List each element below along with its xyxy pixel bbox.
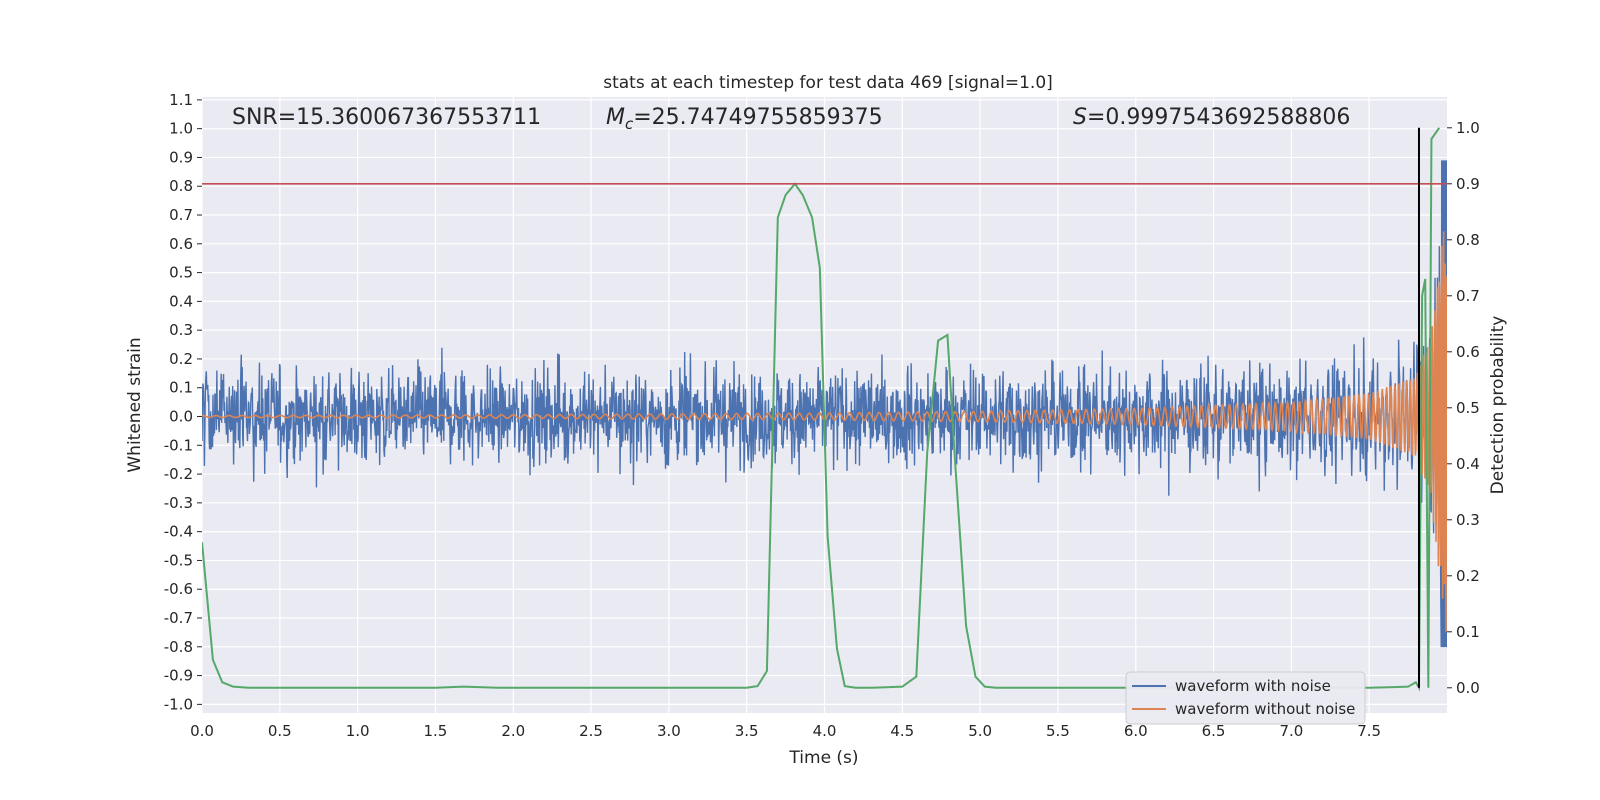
chart-title: stats at each timestep for test data 469… bbox=[603, 73, 1053, 93]
y2-tick-label: 0.4 bbox=[1456, 455, 1480, 473]
y2-tick-label: 0.9 bbox=[1456, 175, 1480, 193]
x-tick-label: 3.5 bbox=[735, 722, 759, 740]
legend-label-clean: waveform without noise bbox=[1175, 700, 1355, 718]
x-tick-label: 5.5 bbox=[1046, 722, 1070, 740]
y-tick-label: 0.5 bbox=[169, 264, 193, 282]
y-tick-label: 0.2 bbox=[169, 350, 193, 368]
x-tick-label: 2.5 bbox=[579, 722, 603, 740]
y-tick-label: 0.0 bbox=[169, 408, 193, 426]
y-tick-label: -0.6 bbox=[164, 580, 193, 598]
legend: waveform with noise waveform without noi… bbox=[1125, 671, 1366, 725]
y-tick-label: 0.4 bbox=[169, 292, 193, 310]
grid bbox=[201, 97, 1447, 713]
x-tick-label: 7.0 bbox=[1279, 722, 1303, 740]
series-detection-probability bbox=[202, 127, 1441, 692]
x-tick-label: 2.0 bbox=[501, 722, 525, 740]
y-tick-label: -0.4 bbox=[164, 523, 193, 541]
x-tick-label: 1.5 bbox=[424, 722, 448, 740]
x-tick-label: 4.0 bbox=[813, 722, 837, 740]
score-symbol: S bbox=[1073, 105, 1087, 130]
y2-tick-label: 0.2 bbox=[1456, 567, 1480, 585]
chirp-mass-value: =25.74749755859375 bbox=[633, 105, 882, 130]
y-tick-label: 0.6 bbox=[169, 235, 193, 253]
x-tick-label: 0.5 bbox=[268, 722, 292, 740]
y2-tick-label: 0.8 bbox=[1456, 231, 1480, 249]
y-tick-label: -0.8 bbox=[164, 638, 193, 656]
y-axis-label: Whitened strain bbox=[125, 337, 145, 472]
chirp-mass-annotation: Mc=25.74749755859375 bbox=[606, 105, 883, 133]
y-tick-label: -0.3 bbox=[164, 494, 193, 512]
chirp-mass-subscript: c bbox=[625, 115, 634, 133]
x-tick-label: 5.0 bbox=[968, 722, 992, 740]
y-tick-label: -0.1 bbox=[164, 436, 193, 454]
snr-annotation: SNR=15.360067367553711 bbox=[232, 105, 541, 130]
y2-tick-label: 0.0 bbox=[1456, 679, 1480, 697]
legend-label-noise: waveform with noise bbox=[1175, 677, 1331, 695]
series-layer bbox=[202, 127, 1447, 692]
y-tick-label: 1.1 bbox=[169, 91, 193, 109]
y-tick-label: -1.0 bbox=[164, 695, 193, 713]
y-tick-label: 0.7 bbox=[169, 206, 193, 224]
score-value: =0.9997543692588806 bbox=[1087, 105, 1350, 130]
y2-tick-label: 0.7 bbox=[1456, 287, 1480, 305]
y-tick-label: -0.9 bbox=[164, 667, 193, 685]
ticks: 0.0 0.5 1.0 1.5 2.0 2.5 3.0 3.5 4.0 4.5 5.0 5.5 6.0 6… bbox=[164, 91, 1480, 740]
y2-axis-label: Detection probability bbox=[1488, 316, 1508, 495]
y-tick-label: -0.2 bbox=[164, 465, 193, 483]
x-tick-label: 7.5 bbox=[1357, 722, 1381, 740]
score-annotation: S=0.9997543692588806 bbox=[1073, 105, 1350, 130]
x-tick-label: 6.5 bbox=[1202, 722, 1226, 740]
y2-tick-label: 1.0 bbox=[1456, 119, 1480, 137]
y-tick-label: -0.7 bbox=[164, 609, 193, 627]
x-tick-label: 3.0 bbox=[657, 722, 681, 740]
y-tick-label: -0.5 bbox=[164, 551, 193, 569]
y2-tick-label: 0.3 bbox=[1456, 511, 1480, 529]
y2-tick-label: 0.5 bbox=[1456, 399, 1480, 417]
x-tick-label: 0.0 bbox=[190, 722, 214, 740]
y2-tick-label: 0.6 bbox=[1456, 343, 1480, 361]
x-axis-label: Time (s) bbox=[788, 748, 858, 768]
legend-box bbox=[1125, 671, 1366, 725]
x-tick-label: 6.0 bbox=[1124, 722, 1148, 740]
y-tick-label: 1.0 bbox=[169, 120, 193, 138]
chirp-mass-symbol: M bbox=[606, 105, 625, 130]
y-tick-label: 0.9 bbox=[169, 148, 193, 166]
y-tick-label: 0.8 bbox=[169, 177, 193, 195]
y-tick-label: 0.3 bbox=[169, 321, 193, 339]
x-tick-label: 4.5 bbox=[890, 722, 914, 740]
y2-tick-label: 0.1 bbox=[1456, 623, 1480, 641]
x-tick-label: 1.0 bbox=[346, 722, 370, 740]
y-tick-label: 0.1 bbox=[169, 379, 193, 397]
